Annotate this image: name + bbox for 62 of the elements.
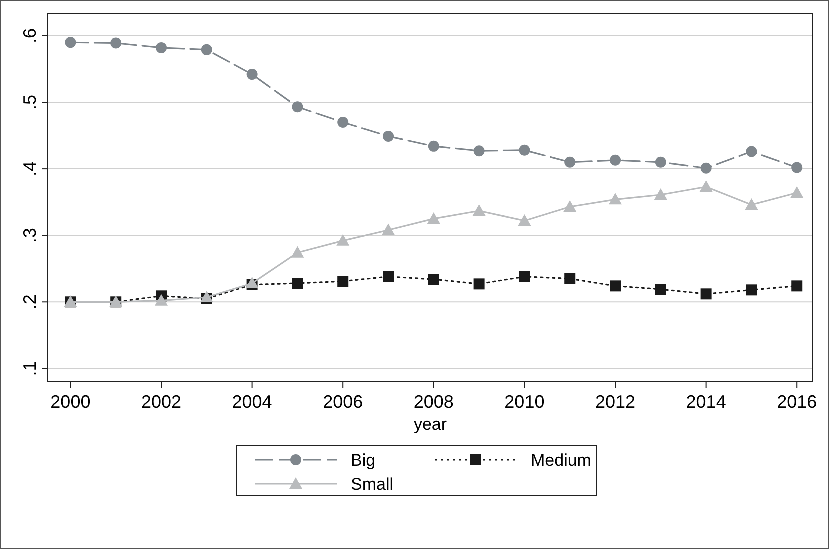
y-tick-label: .4 [20, 162, 40, 177]
point [428, 274, 440, 286]
point [745, 198, 758, 210]
point [246, 69, 258, 80]
legend-label: Medium [531, 451, 592, 470]
point [383, 271, 394, 282]
point [518, 214, 532, 226]
legend-label: Big [351, 451, 376, 470]
point [201, 44, 212, 56]
point [474, 146, 485, 157]
point [654, 188, 668, 200]
point [519, 271, 530, 282]
point [200, 290, 214, 302]
point [655, 156, 666, 168]
x-tick-label: 2016 [777, 392, 818, 412]
point [609, 193, 622, 205]
point [564, 200, 577, 212]
point [291, 246, 304, 258]
x-tick-label: 2002 [141, 392, 182, 412]
y-tick-label: .1 [20, 361, 40, 376]
point [65, 37, 76, 48]
point [610, 280, 622, 292]
x-tick-label: 2008 [414, 392, 454, 412]
point [292, 102, 304, 113]
point [746, 146, 758, 158]
point [338, 276, 349, 288]
point [792, 280, 803, 292]
point [110, 38, 122, 49]
point [610, 154, 622, 166]
y-tick-label: .3 [20, 228, 40, 244]
x-axis-title: year [414, 415, 448, 434]
point [746, 284, 758, 296]
point [700, 180, 713, 192]
y-tick-label: .6 [20, 28, 40, 44]
point [382, 224, 396, 236]
x-tick-label: 2006 [323, 392, 364, 412]
point [292, 278, 304, 290]
point [790, 186, 804, 198]
point [700, 288, 712, 300]
x-tick-label: 2004 [232, 392, 272, 412]
x-tick-label: 2014 [686, 392, 726, 412]
point [336, 234, 350, 246]
point [472, 204, 486, 216]
x-tick-label: 2012 [595, 392, 636, 412]
point [338, 116, 349, 128]
point [156, 42, 167, 54]
point [564, 273, 576, 284]
point [564, 156, 576, 168]
point [383, 130, 394, 142]
x-tick-label: 2010 [504, 392, 545, 412]
point [655, 284, 666, 295]
point [792, 162, 803, 174]
point [519, 144, 530, 156]
legend-label: Small [351, 475, 394, 494]
point [474, 278, 485, 290]
point [427, 212, 440, 224]
point [700, 162, 712, 174]
x-tick-label: 2000 [50, 392, 91, 412]
point [155, 294, 168, 306]
y-tick-label: .2 [20, 294, 40, 310]
point [428, 140, 440, 152]
y-tick-label: .5 [20, 95, 40, 110]
